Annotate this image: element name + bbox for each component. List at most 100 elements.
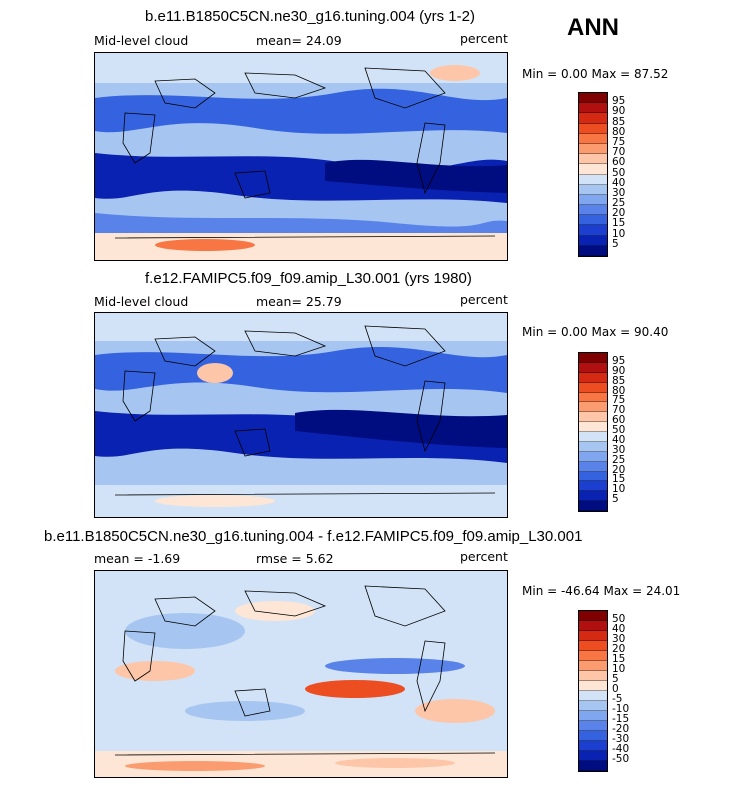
colorbar-tick-label: 75 [612,135,626,148]
colorbar-segment [579,422,607,432]
colorbar-segment [579,133,607,144]
colorbar-tick-label: 40 [612,623,626,635]
colorbar-tick-label: 60 [612,414,626,427]
colorbar-segment [579,751,607,761]
colorbar-tick-label: 75 [612,394,626,407]
colorbar-tick-label: 50 [612,424,626,436]
colorbar-segment [579,681,607,691]
panel-2-title: f.e12.FAMIPC5.f09_f09.amip_L30.001 (yrs … [145,270,472,287]
colorbar-segment [579,164,607,175]
colorbar-segment [579,461,607,472]
colorbar-segment [579,123,607,134]
panel-3-map [94,570,508,778]
panel-1-colorbar [578,92,608,257]
colorbar-tick-label: -5 [612,693,623,705]
colorbar-tick-label: 20 [612,643,626,655]
season-label: ANN [567,14,619,41]
panel-1-title: b.e11.B1850C5CN.ne30_g16.tuning.004 (yrs… [145,8,475,25]
colorbar-tick-label: 15 [612,653,626,665]
colorbar-tick-label: 5 [612,673,619,685]
panel-2-minmax: Min = 0.00 Max = 90.40 [522,325,669,339]
colorbar-segment [579,432,607,442]
colorbar-segment [579,501,607,511]
colorbar-tick-label: 40 [612,176,626,189]
panel-3-mean: mean = -1.69 [94,551,181,566]
colorbar-segment [579,761,607,771]
colorbar-segment [579,481,607,492]
colorbar-tick-label: -30 [612,733,630,745]
colorbar-segment [579,154,607,165]
colorbar-tick-label: 25 [612,453,626,466]
colorbar-tick-label: 95 [612,95,626,108]
colorbar-tick-label: -40 [612,743,630,755]
colorbar-segment [579,103,607,114]
panel-3-units: percent [460,549,508,564]
colorbar-tick-label: 15 [612,473,626,486]
colorbar-segment [579,194,607,206]
panel-1-mean: mean= 24.09 [256,33,342,48]
colorbar-segment [579,372,607,383]
colorbar-segment [579,631,607,641]
colorbar-segment [579,225,607,236]
colorbar-segment [579,245,607,256]
colorbar-tick-label: 0 [612,683,619,695]
colorbar-tick-label: -50 [612,753,630,765]
colorbar-segment [579,641,607,651]
colorbar-tick-label: 10 [612,663,626,675]
colorbar-tick-label: -15 [612,713,630,725]
colorbar-tick-label: 50 [612,613,626,625]
colorbar-tick-label: 10 [612,227,626,240]
colorbar-tick-label: 85 [612,374,626,387]
colorbar-segment [579,362,607,373]
colorbar-tick-label: 20 [612,207,626,220]
colorbar-tick-label: 30 [612,186,626,199]
panel-3-title: b.e11.B1850C5CN.ne30_g16.tuning.004 - f.… [44,528,583,545]
colorbar-segment [579,93,607,104]
panel-1-minmax: Min = 0.00 Max = 87.52 [522,67,669,81]
colorbar-tick-label: 20 [612,463,626,476]
colorbar-segment [579,402,607,413]
colorbar-segment [579,471,607,482]
colorbar-segment [579,215,607,226]
colorbar-tick-label: 85 [612,115,626,128]
colorbar-segment [579,205,607,216]
colorbar-tick-label: 80 [612,384,626,397]
colorbar-segment [579,382,607,393]
colorbar-segment [579,174,607,185]
colorbar-segment [579,491,607,502]
colorbar-segment [579,661,607,671]
colorbar-tick-label: 90 [612,105,626,118]
panel-3-minmax: Min = -46.64 Max = 24.01 [522,584,681,598]
colorbar-segment [579,441,607,452]
colorbar-tick-label: 90 [612,364,626,377]
colorbar-segment [579,392,607,403]
colorbar-tick-label: 40 [612,433,626,446]
colorbar-segment [579,451,607,462]
colorbar-segment [579,412,607,423]
panel-2-units: percent [460,292,508,307]
colorbar-segment [579,353,607,363]
panel-1-field-label: Mid-level cloud [94,33,189,48]
colorbar-segment [579,651,607,661]
colorbar-tick-label: 5 [612,493,619,506]
colorbar-tick-label: 50 [612,166,626,179]
panel-2-map [94,312,508,518]
colorbar-tick-label: 5 [612,237,619,250]
colorbar-segment [579,691,607,701]
colorbar-tick-label: 15 [612,217,626,230]
colorbar-tick-label: 10 [612,483,626,496]
colorbar-tick-label: 25 [612,197,626,210]
colorbar-segment [579,611,607,621]
colorbar-tick-label: 60 [612,156,626,169]
colorbar-tick-label: 70 [612,146,626,159]
colorbar-segment [579,711,607,721]
colorbar-segment [579,731,607,741]
colorbar-tick-label: 30 [612,633,626,645]
colorbar-tick-label: -20 [612,723,630,735]
colorbar-segment [579,701,607,711]
colorbar-tick-label: -10 [612,703,630,715]
colorbar-segment [579,113,607,124]
panel-3-rmse: rmse = 5.62 [256,551,334,566]
colorbar-tick-label: 80 [612,125,626,138]
panel-3-colorbar [578,610,608,772]
